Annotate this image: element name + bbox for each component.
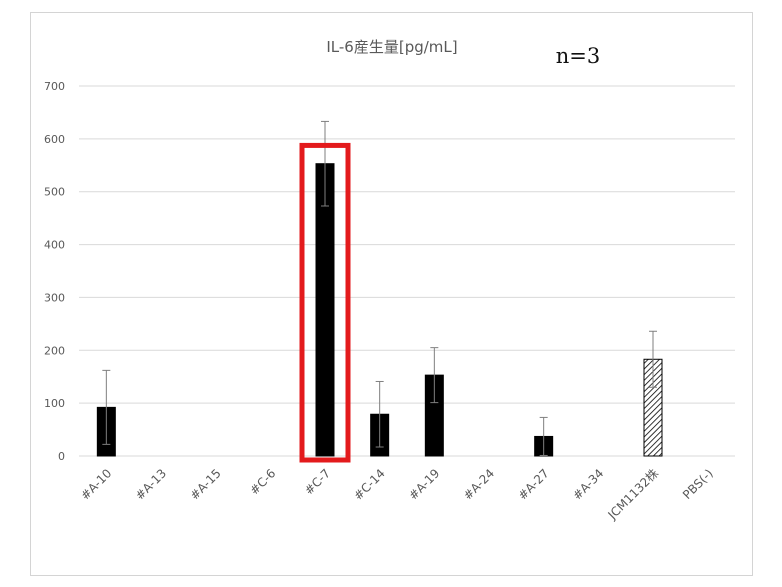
- x-tick-label: #C-14: [351, 466, 388, 503]
- x-axis-ticks: #A-10 #A-13 #A-15 #C-6 #C-7 #C-14 #A-19 #A-24 #A…: [78, 466, 716, 523]
- y-tick-label: 0: [58, 450, 65, 463]
- y-tick-label: 300: [44, 291, 65, 304]
- x-tick-label: #A-34: [570, 466, 606, 502]
- x-tick-label: #A-13: [133, 466, 169, 502]
- y-tick-label: 700: [44, 80, 65, 93]
- highlight-box: [299, 142, 351, 463]
- x-tick-label: #C-7: [302, 466, 333, 497]
- y-tick-label: 400: [44, 239, 65, 252]
- y-tick-label: 500: [44, 186, 65, 199]
- x-tick-label: PBS(-): [680, 466, 716, 502]
- error-bars-layer: [102, 120, 657, 456]
- x-tick-label: #A-27: [515, 466, 551, 502]
- chart-title: IL-6産生量[pg/mL]: [326, 38, 457, 56]
- bar: [315, 163, 335, 457]
- y-tick-label: 100: [44, 397, 65, 410]
- y-axis-ticks: 0 100 200 300 400 500 600 700: [44, 80, 65, 463]
- x-tick-label: JCM1132株: [604, 466, 661, 523]
- y-tick-label: 600: [44, 133, 65, 146]
- x-tick-label: #A-15: [187, 466, 223, 502]
- x-tick-label: #A-19: [406, 466, 442, 502]
- highlight-layer: [299, 142, 351, 463]
- x-tick-label: #C-6: [247, 466, 278, 497]
- x-tick-label: #A-24: [461, 466, 497, 502]
- chart-frame: [30, 12, 753, 576]
- x-tick-label: #A-10: [78, 466, 114, 502]
- grid-layer: [79, 85, 735, 457]
- sample-size-annotation: n=3: [556, 44, 600, 68]
- y-tick-label: 200: [44, 344, 65, 357]
